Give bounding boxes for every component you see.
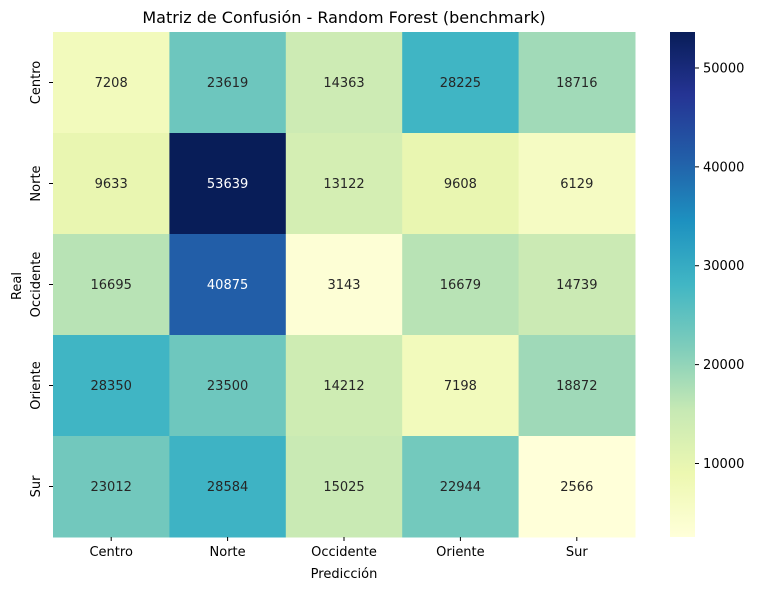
y-axis-label: Real xyxy=(10,272,25,300)
heatmap-cell xyxy=(402,234,520,336)
colorbar-tick-label: 20000 xyxy=(703,358,744,373)
heatmap-cell xyxy=(285,436,403,538)
x-tick-label: Oriente xyxy=(436,545,485,560)
cell-value-label: 7208 xyxy=(95,76,128,91)
x-tick-label: Norte xyxy=(210,545,246,560)
cell-value-label: 18872 xyxy=(556,379,597,394)
heatmap-cell xyxy=(169,335,287,437)
cell-value-label: 6129 xyxy=(560,177,593,192)
heatmap-cell xyxy=(285,234,403,336)
heatmap-cell xyxy=(53,436,170,538)
cell-value-label: 23012 xyxy=(91,480,132,495)
heatmap-cell xyxy=(402,436,520,538)
cell-value-label: 28584 xyxy=(207,480,248,495)
cell-value-label: 53639 xyxy=(207,177,248,192)
x-axis-label: Predicción xyxy=(311,567,378,582)
y-tick-label: Sur xyxy=(29,475,44,497)
heatmap-cell xyxy=(53,133,170,235)
colorbar-tick-label: 30000 xyxy=(703,259,744,274)
cell-value-label: 16679 xyxy=(440,278,481,293)
cell-value-label: 14739 xyxy=(556,278,597,293)
heatmap-cell xyxy=(285,133,403,235)
heatmap-cell xyxy=(518,436,636,538)
cell-value-label: 22944 xyxy=(440,480,481,495)
heatmap-cell xyxy=(53,335,170,437)
colorbar-tick-label: 50000 xyxy=(703,61,744,76)
cell-value-label: 14363 xyxy=(323,76,364,91)
heatmap-cell xyxy=(53,234,170,336)
heatmap-cell xyxy=(285,32,403,134)
heatmap-cell xyxy=(518,32,636,134)
colorbar: 10000 20000 30000 40000 50000 xyxy=(670,32,744,537)
heatmap-cells: 7208 23619 14363 28225 18716 9633 53639 13122 96… xyxy=(53,32,636,538)
y-tick-label: Norte xyxy=(29,165,44,201)
heatmap-cell xyxy=(169,32,287,134)
heatmap-cell xyxy=(518,133,636,235)
y-tick-label: Occidente xyxy=(29,252,44,318)
heatmap-cell xyxy=(402,133,520,235)
y-tick-label: Oriente xyxy=(29,361,44,410)
cell-value-label: 15025 xyxy=(323,480,364,495)
cell-value-label: 9608 xyxy=(444,177,477,192)
chart-title: Matriz de Confusión - Random Forest (ben… xyxy=(142,8,545,27)
cell-value-label: 3143 xyxy=(327,278,360,293)
colorbar-tick-label: 10000 xyxy=(703,457,744,472)
heatmap-cell xyxy=(169,133,287,235)
heatmap-cell xyxy=(402,32,520,134)
cell-value-label: 13122 xyxy=(323,177,364,192)
cell-value-label: 28350 xyxy=(91,379,132,394)
heatmap-cell xyxy=(518,335,636,437)
heatmap-cell xyxy=(402,335,520,437)
cell-value-label: 7198 xyxy=(444,379,477,394)
heatmap-cell xyxy=(518,234,636,336)
cell-value-label: 28225 xyxy=(440,76,481,91)
colorbar-gradient xyxy=(670,32,695,537)
cell-value-label: 18716 xyxy=(556,76,597,91)
cell-value-label: 23500 xyxy=(207,379,248,394)
x-tick-label: Centro xyxy=(89,545,132,560)
heatmap-cell xyxy=(169,234,287,336)
heatmap-cell xyxy=(285,335,403,437)
cell-value-label: 9633 xyxy=(95,177,128,192)
cell-value-label: 2566 xyxy=(560,480,593,495)
y-axis-ticks: Centro Norte Occidente Oriente Sur xyxy=(29,61,53,497)
x-tick-label: Occidente xyxy=(311,545,377,560)
y-tick-label: Centro xyxy=(29,61,44,104)
colorbar-tick-label: 40000 xyxy=(703,160,744,175)
cell-value-label: 14212 xyxy=(323,379,364,394)
cell-value-label: 16695 xyxy=(91,278,132,293)
heatmap-cell xyxy=(169,436,287,538)
x-axis-ticks: Centro Norte Occidente Oriente Sur xyxy=(89,537,588,560)
heatmap-cell xyxy=(53,32,170,134)
cell-value-label: 40875 xyxy=(207,278,248,293)
x-tick-label: Sur xyxy=(566,545,588,560)
cell-value-label: 23619 xyxy=(207,76,248,91)
